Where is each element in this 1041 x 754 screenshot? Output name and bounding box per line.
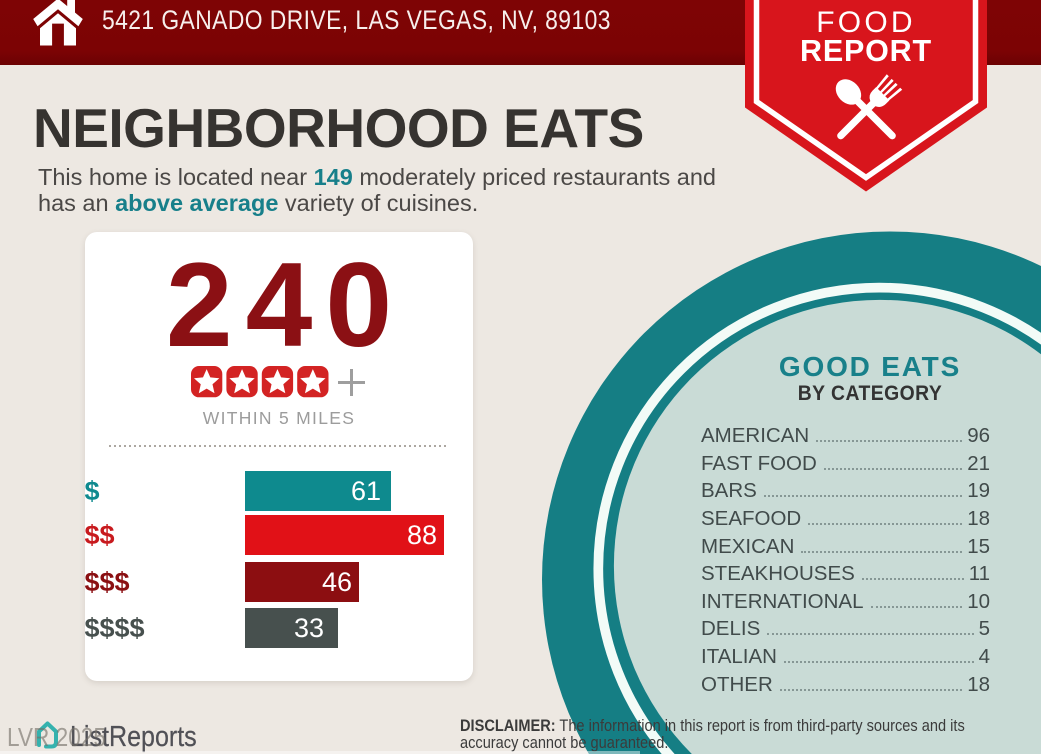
svg-text:REPORT: REPORT — [800, 34, 932, 68]
svg-text:FOOD: FOOD — [816, 6, 915, 39]
